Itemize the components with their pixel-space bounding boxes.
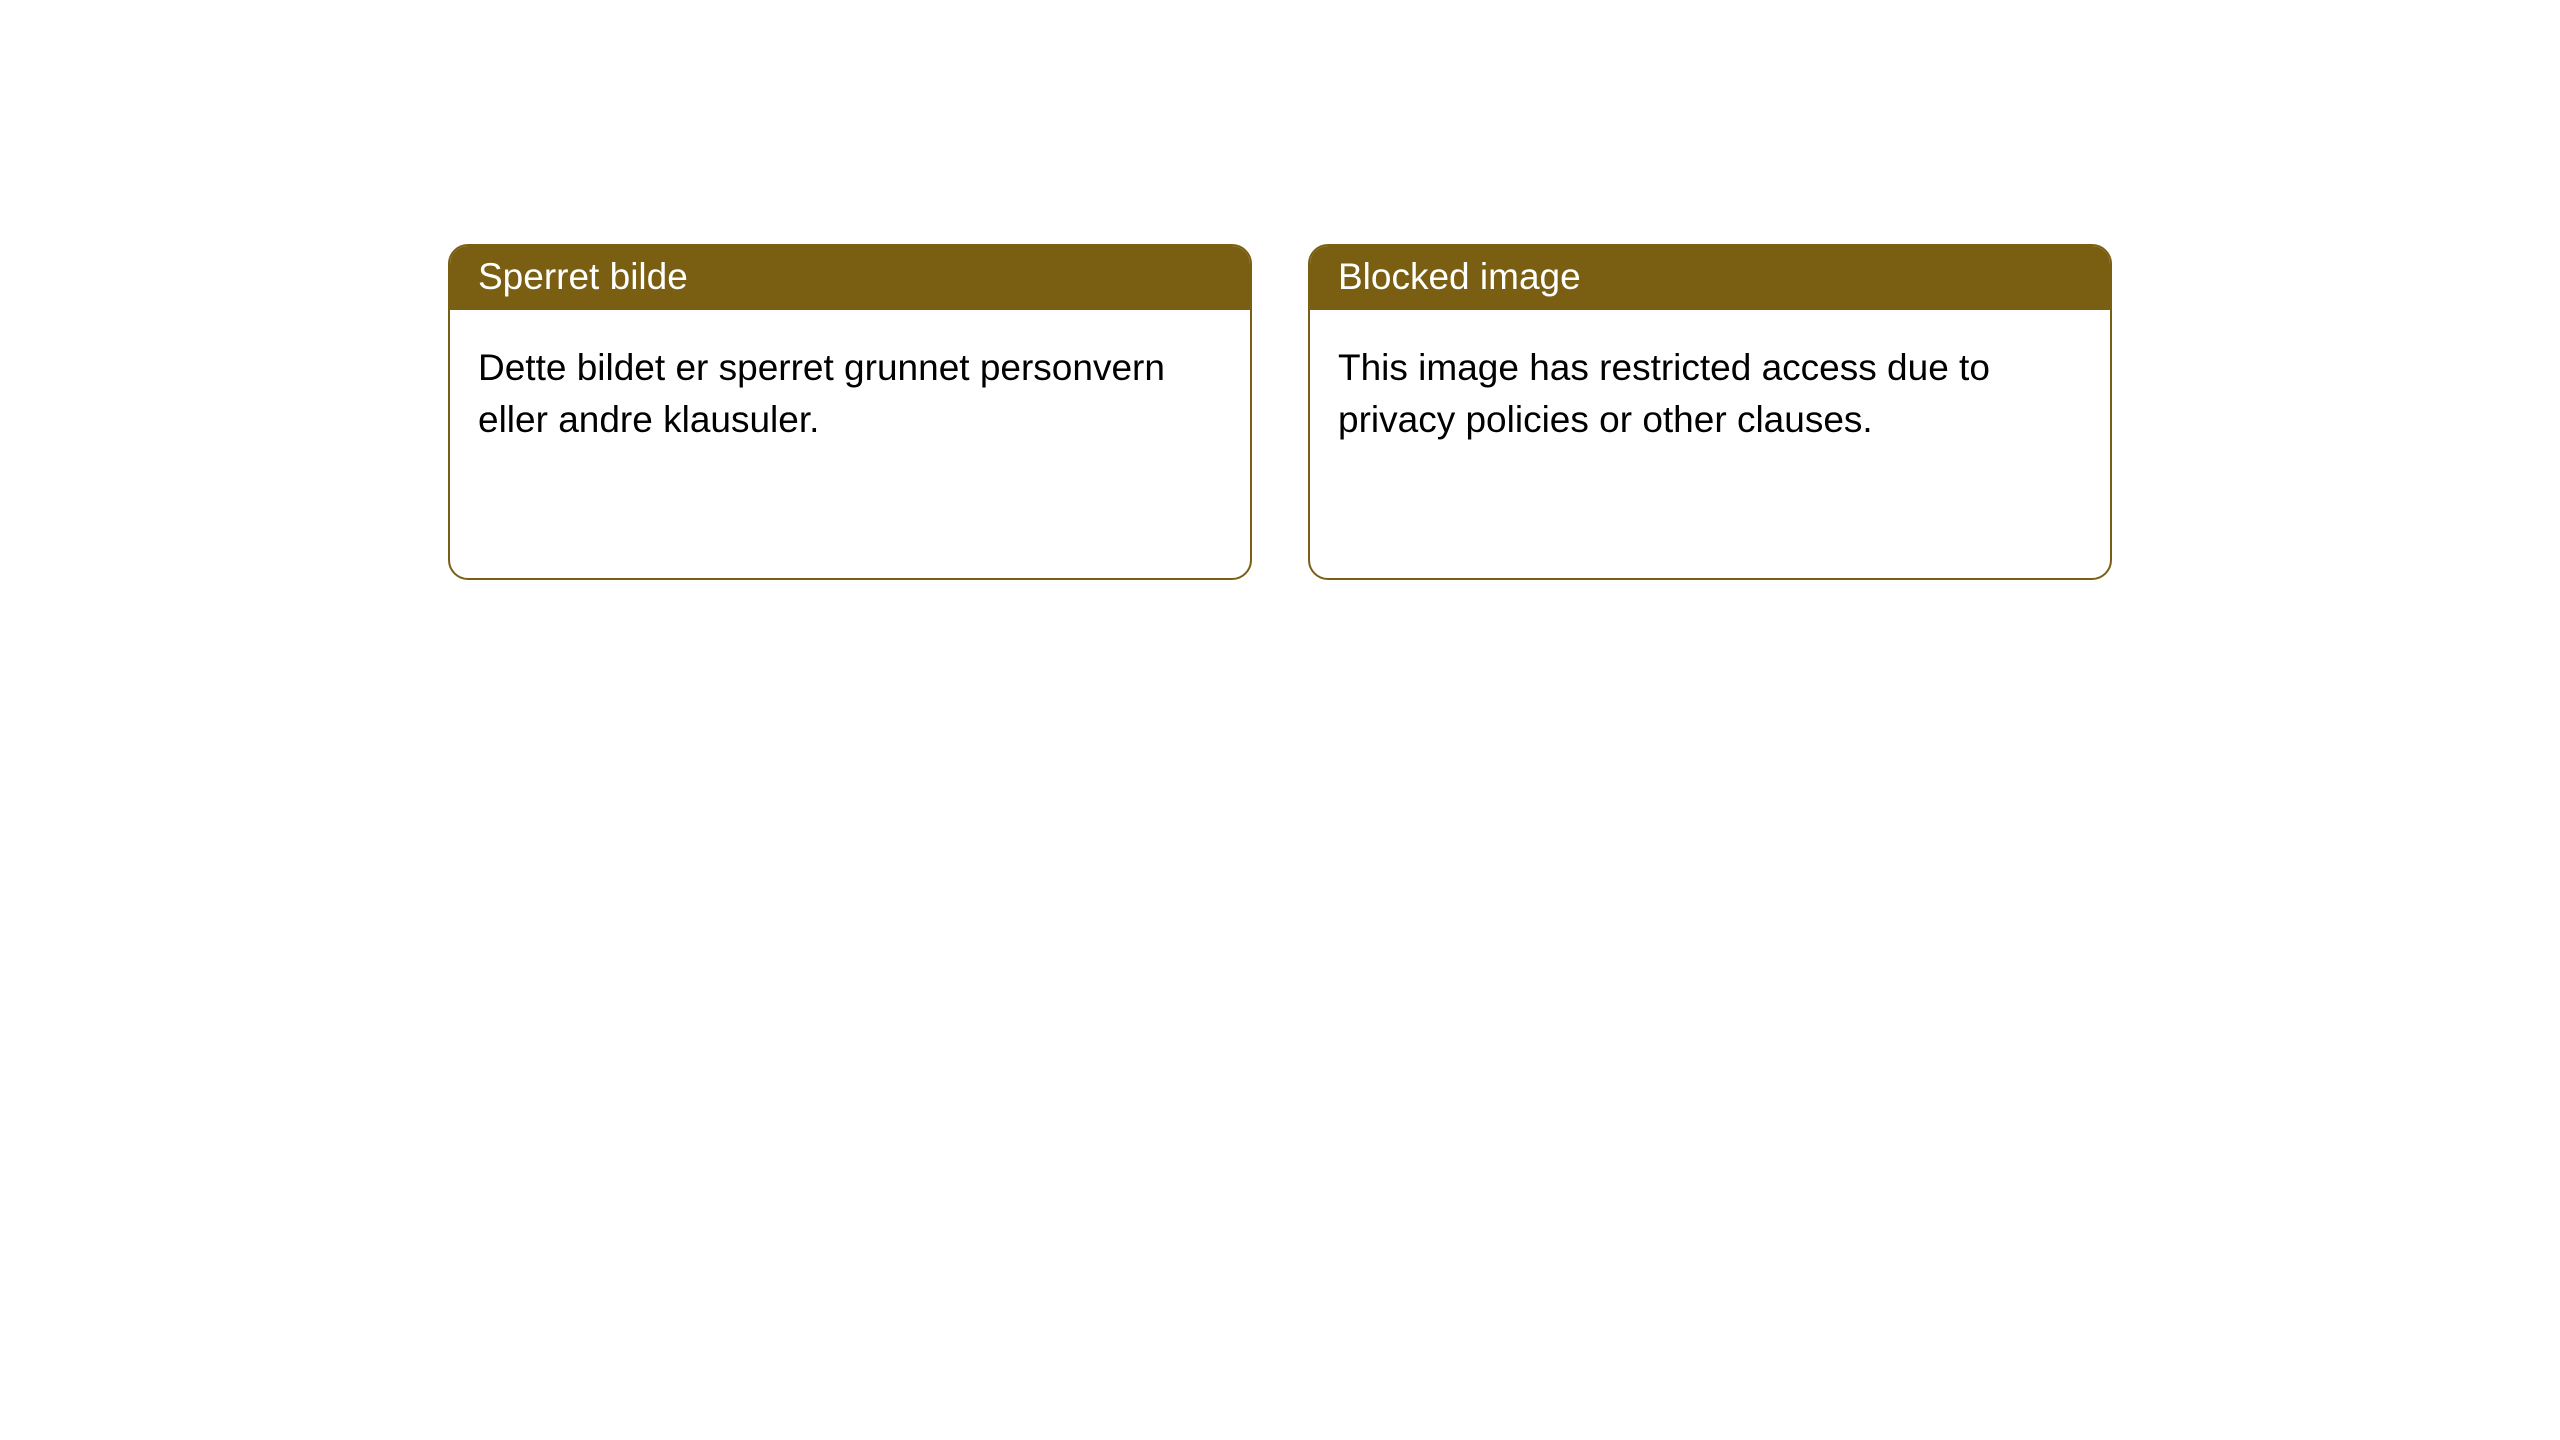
blocked-image-cards: Sperret bilde Dette bildet er sperret gr… (448, 244, 2112, 580)
card-body-text: This image has restricted access due to … (1338, 347, 1990, 440)
card-body-english: This image has restricted access due to … (1310, 310, 2110, 478)
card-norwegian: Sperret bilde Dette bildet er sperret gr… (448, 244, 1252, 580)
card-english: Blocked image This image has restricted … (1308, 244, 2112, 580)
card-title: Sperret bilde (478, 256, 688, 297)
card-body-text: Dette bildet er sperret grunnet personve… (478, 347, 1165, 440)
card-body-norwegian: Dette bildet er sperret grunnet personve… (450, 310, 1250, 478)
card-header-norwegian: Sperret bilde (450, 246, 1250, 310)
card-title: Blocked image (1338, 256, 1581, 297)
card-header-english: Blocked image (1310, 246, 2110, 310)
